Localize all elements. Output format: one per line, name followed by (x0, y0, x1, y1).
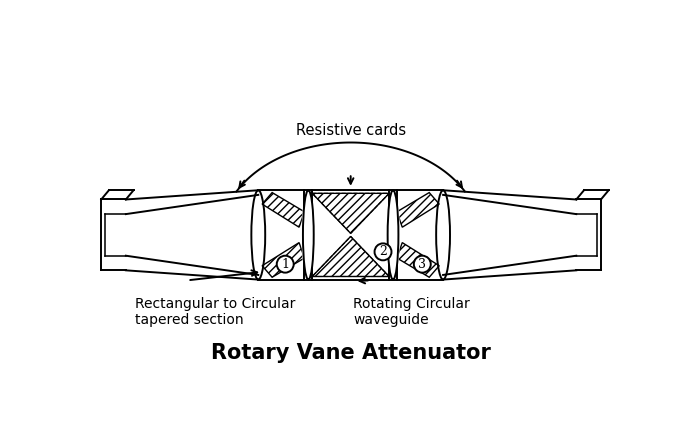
Text: 1: 1 (282, 258, 289, 271)
Text: Rotary Vane Attenuator: Rotary Vane Attenuator (211, 343, 490, 363)
Ellipse shape (386, 190, 400, 279)
Circle shape (375, 243, 392, 260)
Ellipse shape (436, 190, 450, 279)
Polygon shape (397, 243, 439, 277)
Text: 3: 3 (419, 258, 426, 271)
Text: Rectangular to Circular
tapered section: Rectangular to Circular tapered section (135, 296, 295, 327)
Polygon shape (262, 243, 304, 277)
Circle shape (414, 256, 431, 273)
Text: 2: 2 (379, 245, 387, 258)
Ellipse shape (301, 190, 315, 279)
Ellipse shape (303, 190, 314, 279)
Text: Resistive cards: Resistive cards (296, 123, 406, 138)
Polygon shape (312, 237, 389, 276)
Polygon shape (312, 193, 389, 233)
Ellipse shape (251, 190, 265, 279)
Polygon shape (443, 190, 576, 279)
Text: Rotating Circular
waveguide: Rotating Circular waveguide (353, 296, 470, 327)
Polygon shape (126, 190, 258, 279)
Polygon shape (262, 192, 304, 227)
Circle shape (277, 256, 294, 273)
Polygon shape (258, 190, 443, 279)
Ellipse shape (388, 190, 399, 279)
Polygon shape (397, 192, 439, 227)
